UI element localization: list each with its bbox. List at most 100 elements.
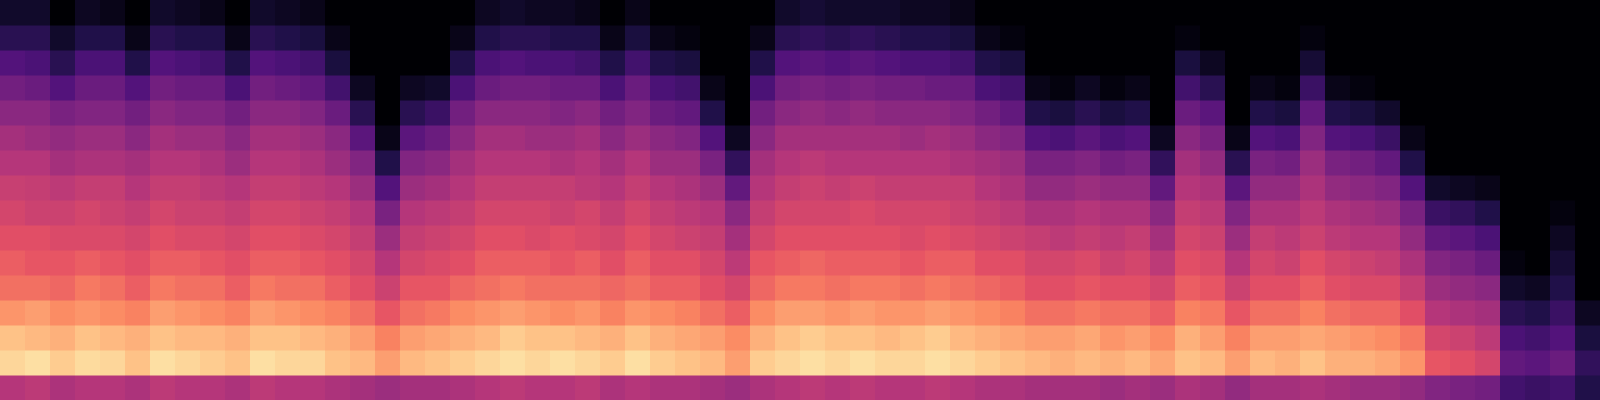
cell: [1375, 325, 1401, 351]
cell: [1500, 100, 1526, 126]
cell: [625, 200, 651, 226]
cell: [1575, 175, 1600, 201]
cell: [1575, 275, 1600, 301]
cell: [175, 100, 201, 126]
cell: [1050, 225, 1076, 251]
cell: [575, 0, 601, 26]
cell: [1425, 325, 1451, 351]
cell: [250, 125, 276, 151]
cell: [0, 225, 26, 251]
cell: [200, 150, 226, 176]
cell: [550, 50, 576, 76]
cell: [875, 250, 901, 276]
cell: [1475, 300, 1501, 326]
cell: [925, 175, 951, 201]
cell: [100, 275, 126, 301]
cell: [950, 350, 976, 376]
cell: [1050, 275, 1076, 301]
cell: [1575, 375, 1600, 400]
cell: [100, 375, 126, 400]
cell: [475, 275, 501, 301]
cell: [1125, 75, 1151, 101]
cell: [650, 275, 676, 301]
cell: [725, 0, 751, 26]
cell: [450, 50, 476, 76]
cell: [1400, 225, 1426, 251]
cell: [675, 250, 701, 276]
cell: [800, 375, 826, 400]
cell: [1000, 325, 1026, 351]
cell: [275, 300, 301, 326]
cell: [1450, 100, 1476, 126]
cell: [200, 125, 226, 151]
cell: [525, 125, 551, 151]
cell: [1525, 75, 1551, 101]
cell: [275, 325, 301, 351]
cell: [875, 225, 901, 251]
cell: [1550, 100, 1576, 126]
cell: [1200, 150, 1226, 176]
cell: [1300, 175, 1326, 201]
cell: [900, 25, 926, 51]
cell: [200, 100, 226, 126]
cell: [1175, 375, 1201, 400]
cell: [175, 75, 201, 101]
cell: [300, 300, 326, 326]
cell: [300, 50, 326, 76]
cell: [525, 75, 551, 101]
cell: [600, 250, 626, 276]
cell: [1075, 250, 1101, 276]
cell: [625, 275, 651, 301]
cell: [650, 350, 676, 376]
cell: [1050, 25, 1076, 51]
cell: [700, 125, 726, 151]
cell: [775, 175, 801, 201]
cell: [1125, 25, 1151, 51]
cell: [600, 125, 626, 151]
cell: [300, 125, 326, 151]
cell: [425, 200, 451, 226]
cell: [275, 350, 301, 376]
cell: [875, 200, 901, 226]
cell: [1575, 300, 1600, 326]
cell: [275, 150, 301, 176]
cell: [475, 75, 501, 101]
cell: [1450, 150, 1476, 176]
cell: [625, 150, 651, 176]
cell: [1375, 375, 1401, 400]
cell: [925, 225, 951, 251]
cell: [1000, 150, 1026, 176]
cell: [875, 100, 901, 126]
cell: [400, 100, 426, 126]
cell: [775, 150, 801, 176]
cell: [1275, 125, 1301, 151]
cell: [775, 225, 801, 251]
cell: [1400, 50, 1426, 76]
cell: [1550, 300, 1576, 326]
cell: [1200, 50, 1226, 76]
cell: [275, 50, 301, 76]
cell: [775, 25, 801, 51]
cell: [1250, 300, 1276, 326]
cell: [1500, 150, 1526, 176]
cell: [775, 275, 801, 301]
cell: [250, 75, 276, 101]
cell: [475, 50, 501, 76]
cell: [675, 200, 701, 226]
cell: [600, 275, 626, 301]
cell: [1475, 200, 1501, 226]
cell: [1400, 125, 1426, 151]
cell: [875, 150, 901, 176]
cell: [1500, 250, 1526, 276]
cell: [1525, 0, 1551, 26]
cell: [900, 125, 926, 151]
cell: [25, 275, 51, 301]
cell: [1325, 275, 1351, 301]
cell: [1350, 250, 1376, 276]
cell: [175, 150, 201, 176]
cell: [325, 25, 351, 51]
cell: [1050, 175, 1076, 201]
cell: [1175, 25, 1201, 51]
cell: [1000, 300, 1026, 326]
cell: [750, 50, 776, 76]
